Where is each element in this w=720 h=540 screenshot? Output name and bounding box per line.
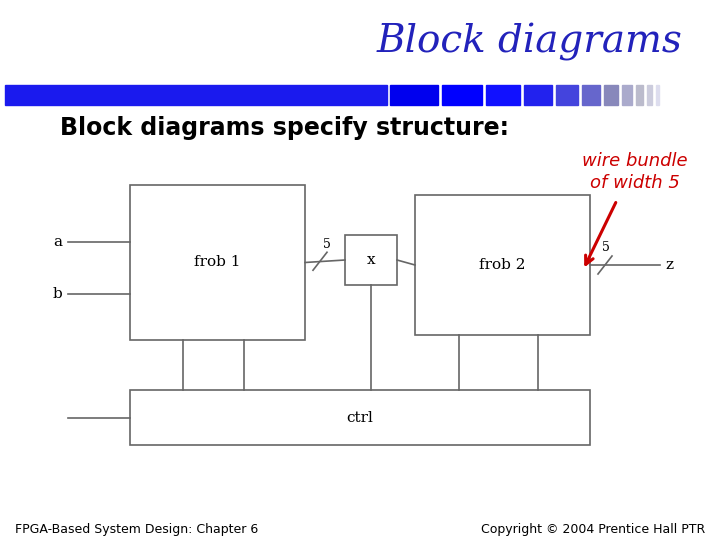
Bar — [130, 390, 590, 445]
Text: Copyright © 2004 Prentice Hall PTR: Copyright © 2004 Prentice Hall PTR — [481, 523, 705, 537]
Bar — [656, 85, 659, 105]
Text: FPGA-Based System Design: Chapter 6: FPGA-Based System Design: Chapter 6 — [15, 523, 258, 537]
Text: a: a — [53, 235, 62, 249]
Bar — [604, 85, 618, 105]
Bar — [582, 85, 600, 105]
Text: ctrl: ctrl — [346, 410, 374, 424]
Text: wire bundle
of width 5: wire bundle of width 5 — [582, 152, 688, 192]
Text: z: z — [665, 258, 673, 272]
Bar — [415, 195, 590, 335]
Bar — [345, 235, 397, 285]
Text: x: x — [366, 253, 375, 267]
Bar — [442, 85, 482, 105]
Bar — [524, 85, 552, 105]
Bar — [5, 85, 387, 105]
Text: 5: 5 — [323, 238, 331, 251]
Bar — [622, 85, 632, 105]
Bar — [130, 185, 305, 340]
Text: Block diagrams: Block diagrams — [377, 23, 683, 61]
Bar — [390, 85, 438, 105]
Text: 5: 5 — [602, 241, 610, 254]
Text: b: b — [53, 287, 62, 300]
Bar — [647, 85, 652, 105]
Text: Block diagrams specify structure:: Block diagrams specify structure: — [60, 116, 509, 140]
Bar — [556, 85, 578, 105]
Bar — [486, 85, 520, 105]
Text: frob 2: frob 2 — [480, 258, 526, 272]
Text: frob 1: frob 1 — [194, 255, 240, 269]
Bar — [636, 85, 643, 105]
